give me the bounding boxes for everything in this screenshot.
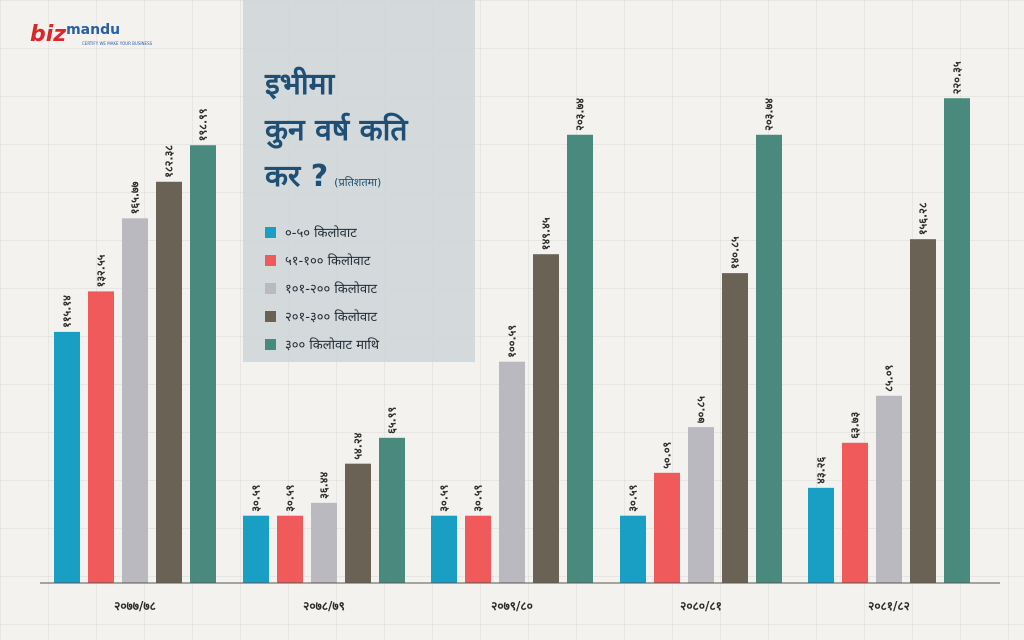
bar-value-label: १८२.३८: [162, 145, 175, 178]
bar: [620, 515, 646, 583]
bar: [756, 134, 782, 583]
bar: [190, 145, 216, 584]
bar-value-label: १००.५९: [506, 325, 519, 358]
bar-value-label: ५०.०९: [661, 441, 674, 468]
legend-swatch: [265, 282, 276, 294]
category-label: २०८१/८२: [868, 599, 910, 613]
bar: [533, 254, 559, 583]
bar-value-label: २०३.७४: [763, 98, 776, 131]
chart-title-line-1: इभीमा: [265, 67, 335, 102]
bar-value-label: २२०.३५: [951, 61, 964, 94]
bar-value-label: ६३.७३: [849, 411, 862, 438]
chart-title: इभीमा कुन वर्ष कति कर ? (प्रतिशतमा): [265, 62, 475, 206]
logo-tagline: CERTIFY WE MAKE YOUR BUSINESS: [82, 41, 153, 46]
bar: [722, 273, 748, 583]
bar-value-label: ११५.१४: [61, 295, 74, 328]
bar-value-label: ३०.५९: [472, 484, 485, 511]
legend-swatch: [265, 226, 276, 238]
bar-value-label: ३०.५९: [627, 484, 640, 511]
bar: [944, 98, 970, 583]
bar-value-label: ४३.२६: [815, 456, 828, 483]
bar-value-label: ७०.८५: [695, 396, 708, 423]
bar-value-label: १९८.९९: [197, 108, 210, 141]
chart-title-line-3: कर ? (प्रतिशतमा): [265, 154, 475, 206]
legend-label: ५१-१०० किलोवाट: [285, 254, 371, 269]
bar: [431, 515, 457, 583]
bar-value-label: ३६.४४: [318, 471, 331, 498]
bar: [499, 361, 525, 583]
bizmandu-logo: bizmandu CERTIFY WE MAKE YOUR BUSINESS: [30, 22, 152, 47]
bar: [88, 291, 114, 583]
legend-label: ०-५० किलोवाट: [285, 226, 357, 241]
bar: [842, 442, 868, 583]
category-label: २०७८/७९: [303, 599, 345, 613]
bar: [345, 463, 371, 583]
category-label: २०८०/८१: [680, 599, 722, 613]
legend-label: २०१-३०० किलोवाट: [285, 310, 378, 325]
logo-biz-text: biz: [30, 22, 67, 47]
bar: [654, 472, 680, 583]
category-label: २०७९/८०: [491, 599, 533, 613]
bar: [156, 181, 182, 584]
bar-value-label: १४०.८५: [729, 236, 742, 269]
legend-item: १०१-२०० किलोवाट: [265, 274, 379, 302]
bar-value-label: ५४.२४: [352, 432, 365, 459]
bar-value-label: १४९.४५: [540, 217, 553, 250]
bar: [567, 134, 593, 583]
bar: [311, 502, 337, 583]
bar-value-label: ८५.०९: [883, 364, 896, 391]
bar-value-label: १३२.५५: [95, 254, 108, 287]
bar: [688, 427, 714, 583]
legend-item: ३०० किलोवाट माथि: [265, 330, 379, 358]
legend-item: २०१-३०० किलोवाट: [265, 302, 379, 330]
bar-value-label: १६५.७७: [129, 181, 142, 214]
bar-value-label: २०३.७४: [574, 98, 587, 131]
legend-swatch: [265, 338, 276, 350]
legend-item: ०-५० किलोवाट: [265, 218, 379, 246]
bar: [379, 437, 405, 583]
legend-swatch: [265, 310, 276, 322]
legend: ०-५० किलोवाट ५१-१०० किलोवाट १०१-२०० किलोवा…: [265, 218, 379, 358]
chart-subtitle: (प्रतिशतमा): [334, 176, 382, 189]
bar: [122, 218, 148, 583]
bar: [243, 515, 269, 583]
bar: [808, 487, 834, 583]
bar: [54, 331, 80, 583]
logo-mandu-text: mandu: [66, 22, 121, 38]
bar-value-label: ३०.५९: [284, 484, 297, 511]
title-legend-panel: इभीमा कुन वर्ष कति कर ? (प्रतिशतमा) ०-५० …: [243, 0, 475, 362]
chart-title-line-3-text: कर ?: [265, 159, 329, 194]
chart-title-line-2: कुन वर्ष कति: [265, 113, 408, 148]
bar: [876, 395, 902, 583]
bar: [277, 515, 303, 583]
bar: [465, 515, 491, 583]
legend-label: ३०० किलोवाट माथि: [285, 338, 380, 353]
bar-value-label: १५६.२८: [917, 202, 930, 235]
legend-label: १०१-२०० किलोवाट: [285, 282, 378, 297]
legend-item: ५१-१०० किलोवाट: [265, 246, 379, 274]
bar-value-label: ६५.९९: [386, 406, 399, 433]
bar-value-label: ३०.५९: [438, 484, 451, 511]
category-label: २०७७/७८: [114, 599, 156, 613]
bar-value-label: ३०.५९: [250, 484, 263, 511]
bar: [910, 239, 936, 583]
legend-swatch: [265, 254, 276, 266]
